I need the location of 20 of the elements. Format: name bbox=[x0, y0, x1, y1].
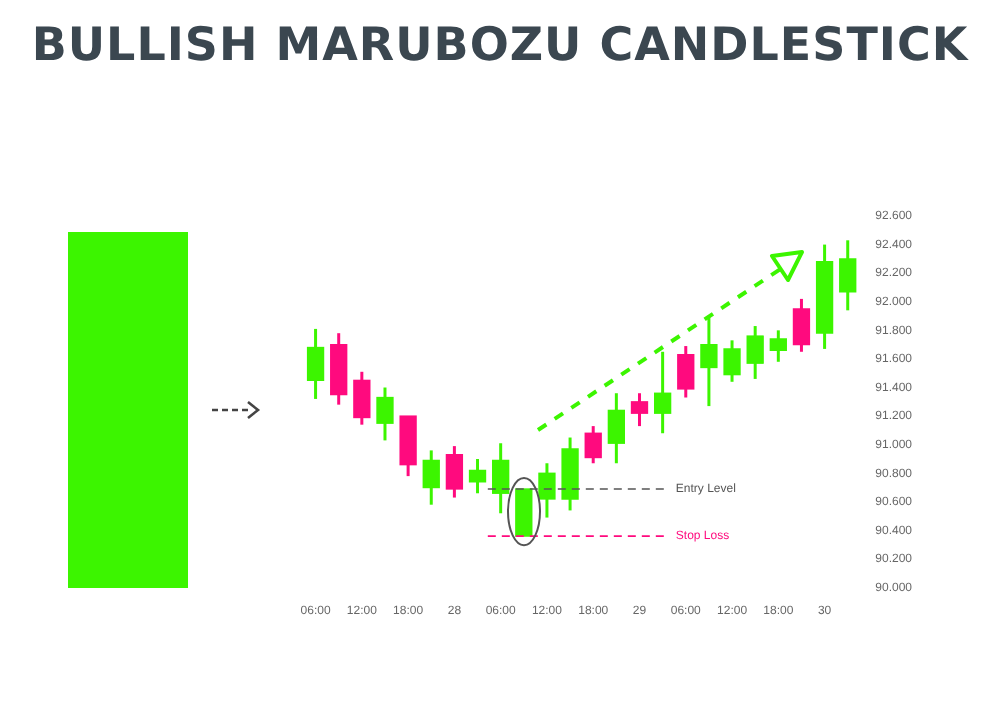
candlestick bbox=[353, 370, 371, 427]
candlestick bbox=[492, 441, 510, 515]
candlestick bbox=[769, 328, 787, 364]
chart-title: BULLISH MARUBOZU CANDLESTICK bbox=[29, 20, 971, 72]
candlestick bbox=[445, 444, 464, 500]
candlestick bbox=[306, 327, 325, 401]
candlestick bbox=[746, 324, 764, 381]
candlestick bbox=[723, 338, 741, 384]
candlestick bbox=[630, 391, 649, 428]
candlestick bbox=[700, 315, 718, 408]
candlestick bbox=[792, 297, 811, 354]
candlestick bbox=[422, 448, 440, 507]
candlestick bbox=[607, 391, 626, 465]
candlestick bbox=[677, 344, 695, 400]
candlestick bbox=[653, 350, 672, 435]
candlestick bbox=[584, 424, 602, 465]
candlestick bbox=[468, 457, 487, 495]
candlestick bbox=[376, 386, 394, 442]
candlestick bbox=[839, 238, 857, 312]
candlestick bbox=[538, 461, 556, 520]
